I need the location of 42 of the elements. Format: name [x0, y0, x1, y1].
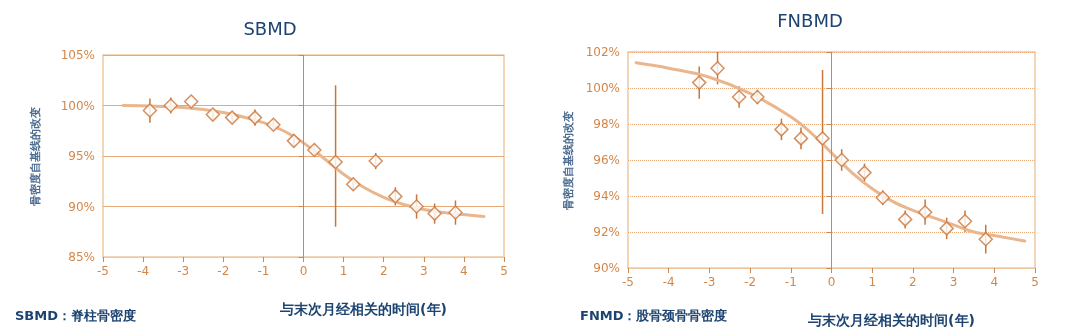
y-tick-label: 94%	[593, 189, 620, 203]
x-tick-label: -2	[217, 264, 230, 278]
x-tick-label: -1	[784, 275, 797, 289]
x-axis-title: 与末次月经相关的时间(年)	[807, 312, 975, 328]
y-axis-title: 骨密度自基线的改变	[562, 110, 575, 210]
x-tick-label: -5	[622, 275, 634, 289]
y-tick-label: 100%	[60, 98, 95, 113]
y-tick-label: 90%	[593, 261, 620, 275]
y-tick-label: 98%	[593, 117, 620, 131]
y-tick-label: 96%	[593, 153, 620, 167]
x-tick-label: 1	[868, 275, 877, 289]
y-tick-label: 100%	[585, 81, 620, 95]
y-tick-label: 102%	[585, 45, 620, 59]
x-tick-label: -3	[177, 264, 190, 278]
text: SBMD：脊柱骨密度	[15, 308, 136, 323]
x-tick-label: 3	[949, 275, 958, 289]
y-axis-title: 骨密度自基线的改变	[29, 106, 42, 206]
y-tick-label: 95%	[68, 149, 95, 163]
x-tick-label: -4	[137, 264, 150, 278]
chart-title: FNBMD	[777, 9, 843, 31]
text: FNMD：股骨颈骨骨密度	[580, 308, 728, 323]
x-tick-label: 5	[1031, 275, 1039, 289]
y-tick-label: 90%	[68, 199, 95, 214]
x-tick-label: -2	[744, 275, 757, 289]
x-tick-label: 1	[339, 264, 348, 278]
x-tick-label: 2	[909, 275, 917, 289]
x-tick-label: 0	[827, 275, 836, 289]
x-tick-label: 5	[500, 264, 508, 278]
x-tick-label: -1	[257, 264, 270, 278]
y-tick-label: 85%	[68, 250, 95, 264]
chart-title: SBMD	[243, 17, 297, 39]
x-axis-title: 与末次月经相关的时间(年)	[279, 301, 447, 317]
x-tick-label: -3	[703, 275, 716, 289]
x-tick-label: -5	[97, 264, 109, 278]
x-tick-label: 2	[379, 264, 388, 278]
x-tick-label: 4	[990, 275, 999, 289]
x-tick-label: 0	[299, 264, 308, 278]
y-tick-label: 92%	[593, 225, 620, 239]
x-tick-label: 4	[460, 264, 468, 278]
x-tick-label: -4	[662, 275, 675, 289]
y-tick-label: 105%	[60, 48, 95, 62]
x-tick-label: 3	[419, 264, 428, 278]
